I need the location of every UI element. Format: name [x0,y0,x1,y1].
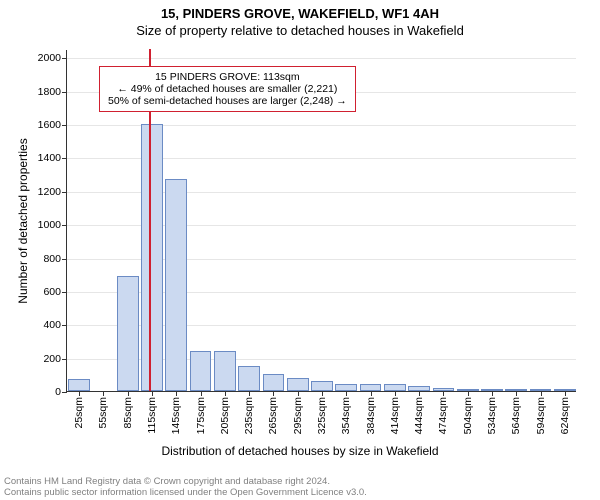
x-tick [468,391,469,396]
footer-attribution: Contains HM Land Registry data © Crown c… [4,476,367,498]
bar [287,378,309,391]
bar [238,366,260,391]
bar [433,388,455,391]
page-title-desc: Size of property relative to detached ho… [0,21,600,38]
x-tick [516,391,517,396]
y-tick-label: 1400 [38,152,67,164]
bar [190,351,212,391]
x-tick-label: 534sqm [486,391,498,434]
x-tick [225,391,226,396]
x-tick [395,391,396,396]
bar [505,389,527,391]
x-tick-label: 235sqm [243,391,255,434]
bar [214,351,236,391]
bar [311,381,333,391]
x-tick [492,391,493,396]
x-tick-label: 55sqm [97,391,109,429]
y-tick-label: 400 [43,319,67,331]
bar [68,379,90,391]
x-tick-label: 384sqm [365,391,377,434]
bar [141,124,163,391]
x-tick-label: 444sqm [413,391,425,434]
y-tick-label: 800 [43,253,67,265]
bar [457,389,479,391]
x-tick [346,391,347,396]
chart-plot-area: 020040060080010001200140016001800200025s… [66,50,576,392]
x-tick [201,391,202,396]
x-tick [371,391,372,396]
y-tick-label: 2000 [38,52,67,64]
y-tick-label: 1800 [38,86,67,98]
x-tick-label: 354sqm [340,391,352,434]
bar [117,276,139,391]
x-tick [79,391,80,396]
bar [408,386,430,391]
x-tick-label: 265sqm [267,391,279,434]
bar [530,389,552,391]
y-tick-label: 600 [43,286,67,298]
x-tick [152,391,153,396]
footer-line-1: Contains HM Land Registry data © Crown c… [4,476,367,487]
x-tick-label: 175sqm [195,391,207,434]
bar [335,384,357,391]
x-tick-label: 624sqm [559,391,571,434]
annotation-line: 50% of semi-detached houses are larger (… [108,95,347,107]
x-tick [249,391,250,396]
bar [481,389,503,391]
x-tick [103,391,104,396]
bar [165,179,187,391]
bar [360,384,382,391]
y-tick-label: 0 [55,386,67,398]
x-tick-label: 25sqm [73,391,85,429]
x-tick-label: 564sqm [510,391,522,434]
x-tick-label: 504sqm [462,391,474,434]
x-tick [419,391,420,396]
annotation-line: 15 PINDERS GROVE: 113sqm [108,71,347,83]
footer-line-2: Contains public sector information licen… [4,487,367,498]
x-tick [176,391,177,396]
y-tick-label: 200 [43,353,67,365]
bar [554,389,576,391]
x-axis-label: Distribution of detached houses by size … [0,444,600,458]
page-title-address: 15, PINDERS GROVE, WAKEFIELD, WF1 4AH [0,0,600,21]
annotation-box: 15 PINDERS GROVE: 113sqm← 49% of detache… [99,66,356,112]
y-tick-label: 1200 [38,186,67,198]
grid-line [67,58,576,59]
x-tick-label: 295sqm [292,391,304,434]
x-tick [273,391,274,396]
bar [384,384,406,391]
x-tick [443,391,444,396]
y-tick-label: 1600 [38,119,67,131]
x-tick-label: 205sqm [219,391,231,434]
x-tick [128,391,129,396]
bar [263,374,285,391]
x-tick-label: 594sqm [535,391,547,434]
x-tick [565,391,566,396]
x-tick-label: 325sqm [316,391,328,434]
x-tick [541,391,542,396]
x-tick-label: 474sqm [437,391,449,434]
x-tick-label: 414sqm [389,391,401,434]
x-tick-label: 145sqm [170,391,182,434]
annotation-line: ← 49% of detached houses are smaller (2,… [108,83,347,95]
x-tick-label: 115sqm [146,391,158,434]
x-tick-label: 85sqm [122,391,134,429]
y-axis-label: Number of detached properties [16,138,30,303]
y-tick-label: 1000 [38,219,67,231]
x-tick [298,391,299,396]
x-tick [322,391,323,396]
